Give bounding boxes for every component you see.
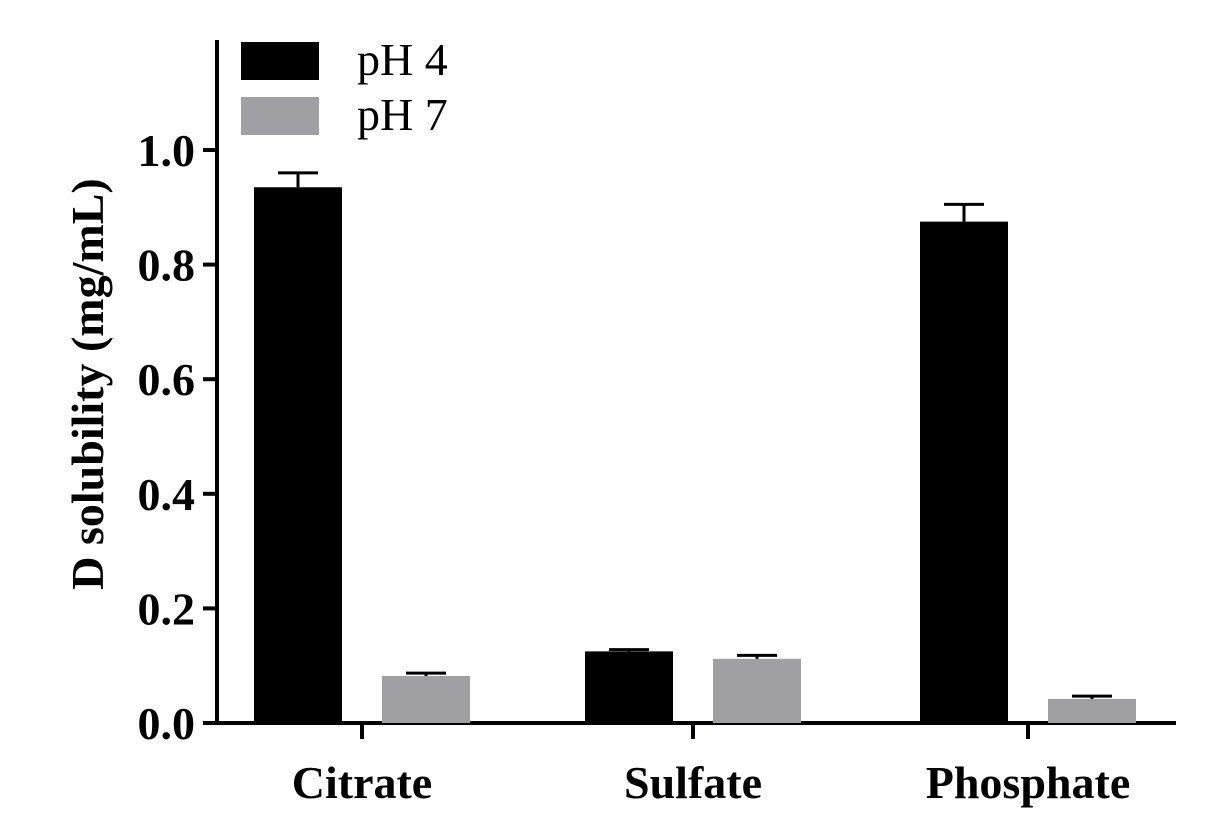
x-tick-label: Phosphate: [926, 757, 1130, 808]
bars: [254, 171, 1136, 723]
x-tick-label: Citrate: [292, 757, 432, 808]
legend-label: pH 4: [357, 34, 448, 85]
y-tick-label: 0.2: [138, 583, 196, 634]
bar: [382, 676, 470, 723]
bar: [920, 221, 1008, 723]
legend: pH 4pH 7: [241, 34, 448, 140]
legend-swatch: [241, 42, 319, 80]
y-tick-label: 0.0: [138, 698, 196, 749]
y-tick-label: 0.6: [138, 354, 196, 405]
bar: [713, 658, 801, 723]
y-tick-label: 0.8: [138, 240, 196, 291]
x-axis: Citrate Sulfate Phosphate: [215, 721, 1176, 808]
legend-swatch: [241, 97, 319, 135]
bar: [585, 651, 673, 723]
bar: [1048, 698, 1136, 723]
y-tick-label: 1.0: [138, 125, 196, 176]
bar: [254, 187, 342, 723]
y-axis-label: D solubility (mg/mL): [62, 178, 113, 589]
x-tick-label: Sulfate: [624, 757, 762, 808]
y-tick-label: 0.4: [138, 469, 196, 520]
y-axis: 0.0 0.2 0.4 0.6 0.8 1.0: [138, 40, 219, 749]
legend-label: pH 7: [357, 89, 448, 140]
